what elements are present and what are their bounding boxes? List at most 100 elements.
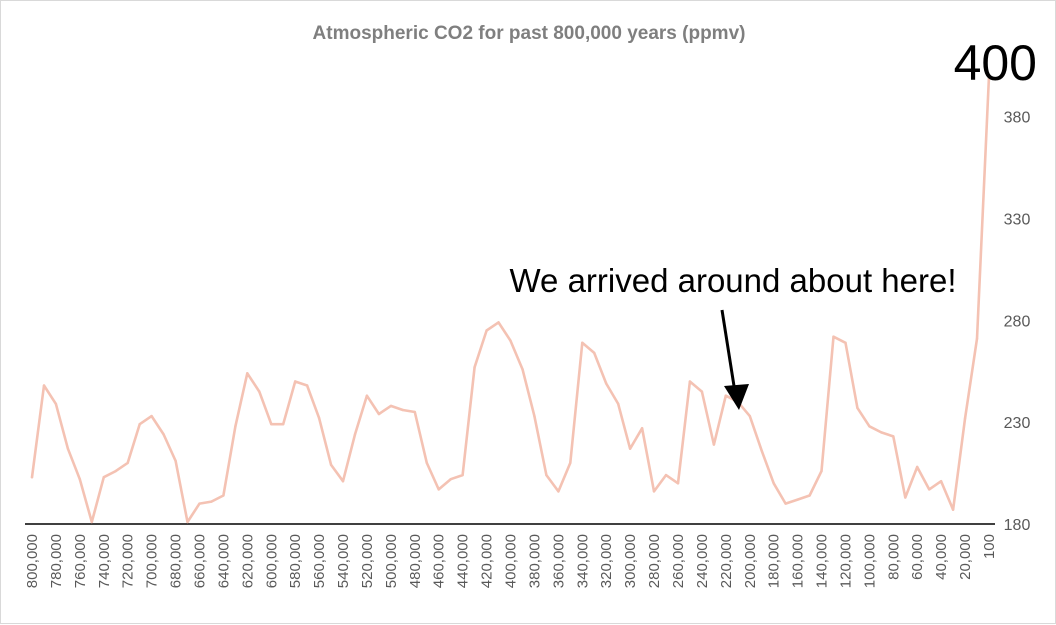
data-point — [640, 427, 644, 430]
data-point — [880, 431, 883, 434]
data-point — [916, 465, 919, 469]
data-point — [305, 384, 309, 387]
data-point — [856, 406, 859, 410]
data-point — [162, 433, 165, 436]
data-point — [246, 372, 249, 375]
x-tick-label: 420,000 — [479, 534, 496, 588]
x-tick-label: 660,000 — [191, 534, 208, 588]
data-point — [808, 494, 811, 497]
x-tick-label: 60,000 — [909, 534, 926, 580]
annotation-arrow-head — [724, 384, 749, 410]
data-point — [951, 508, 955, 511]
data-point — [102, 476, 106, 479]
data-point — [114, 469, 117, 473]
data-point — [282, 423, 285, 426]
data-point — [270, 423, 273, 426]
data-point — [533, 414, 536, 418]
x-tick-label: 540,000 — [335, 534, 352, 588]
y-tick-label: 280 — [1004, 313, 1031, 330]
x-tick-label: 240,000 — [694, 534, 711, 588]
data-point — [569, 461, 572, 465]
x-tick-label: 200,000 — [742, 534, 759, 588]
data-point — [617, 402, 620, 406]
x-tick-label: 280,000 — [646, 534, 663, 588]
x-tick-label: 580,000 — [287, 534, 304, 588]
data-point — [401, 408, 404, 412]
data-point — [150, 414, 153, 418]
data-point — [425, 461, 428, 465]
x-tick-label: 160,000 — [790, 534, 807, 588]
data-point — [557, 490, 560, 493]
data-point — [892, 435, 895, 438]
annotation-arrow-shaft — [720, 309, 736, 387]
data-point — [210, 500, 213, 503]
data-point — [832, 335, 835, 338]
data-point — [521, 368, 524, 371]
data-point — [30, 476, 34, 479]
x-tick-label: 100 — [981, 534, 998, 559]
x-tick-label: 740,000 — [96, 534, 113, 588]
data-point — [449, 478, 452, 481]
data-point — [963, 416, 967, 420]
data-point — [497, 321, 500, 324]
x-tick-label: 620,000 — [239, 534, 256, 588]
x-tick-label: 720,000 — [120, 534, 137, 588]
x-tick-label: 360,000 — [550, 534, 567, 588]
data-point — [258, 390, 261, 393]
data-point — [605, 382, 608, 385]
data-point — [461, 473, 464, 477]
data-point — [724, 394, 727, 397]
x-tick-label: 560,000 — [311, 534, 328, 588]
x-tick-label: 520,000 — [359, 534, 376, 588]
data-point — [820, 469, 823, 473]
data-point — [329, 463, 333, 467]
x-tick-label: 140,000 — [814, 534, 831, 588]
x-tick-label: 600,000 — [263, 534, 280, 588]
data-point — [317, 416, 321, 420]
data-point — [138, 423, 141, 426]
data-point — [234, 425, 237, 428]
data-point — [593, 351, 596, 355]
x-tick-label: 80,000 — [885, 534, 902, 580]
data-point — [437, 488, 440, 491]
data-point — [545, 473, 548, 477]
data-point — [904, 496, 907, 499]
y-axis-ticks: 180 230 280 330 380 — [1004, 110, 1031, 534]
current-value-label: 400 — [954, 35, 1037, 91]
data-point — [652, 490, 656, 493]
x-tick-label: 300,000 — [622, 534, 639, 588]
series-line-co2 — [30, 74, 991, 524]
data-point — [365, 394, 369, 397]
data-point — [377, 412, 381, 416]
x-tick-label: 180,000 — [766, 534, 783, 588]
data-point — [90, 520, 94, 524]
x-tick-label: 440,000 — [455, 534, 472, 588]
data-point — [413, 410, 416, 414]
y-tick-label: 230 — [1004, 415, 1031, 432]
data-point — [294, 380, 297, 383]
x-tick-label: 320,000 — [598, 534, 615, 588]
data-point — [485, 329, 488, 332]
x-tick-label: 680,000 — [168, 534, 185, 588]
data-point — [772, 482, 775, 485]
data-point — [975, 337, 979, 340]
x-tick-label: 780,000 — [48, 534, 65, 588]
data-point — [42, 384, 46, 387]
data-point — [389, 404, 393, 408]
data-point — [760, 449, 763, 452]
x-tick-label: 340,000 — [574, 534, 591, 588]
y-tick-label: 380 — [1004, 110, 1031, 127]
data-point — [509, 339, 512, 342]
x-tick-label: 100,000 — [861, 534, 878, 588]
x-tick-label: 260,000 — [670, 534, 687, 588]
chart-title: Atmospheric CO2 for past 800,000 years (… — [313, 23, 746, 44]
data-point — [868, 425, 871, 428]
data-point — [784, 502, 787, 505]
data-point — [66, 447, 70, 450]
data-point — [581, 341, 584, 344]
x-tick-label: 380,000 — [526, 534, 543, 588]
data-point — [796, 498, 799, 501]
data-point — [987, 74, 991, 78]
data-point — [126, 461, 129, 465]
